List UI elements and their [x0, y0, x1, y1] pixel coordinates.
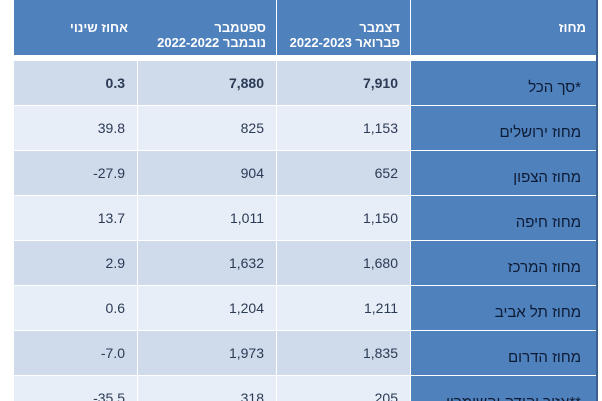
header-district-text: מחוז: [558, 20, 586, 35]
cell-dec-feb: 1,211: [277, 286, 411, 331]
cell-pct: -35.5: [14, 376, 138, 401]
cell-district: אזור יהודה והשומרון**: [411, 376, 597, 401]
header-row: אחוז שינוי ספטמבר 2022-נובמבר 2022 דצמבר…: [14, 0, 597, 55]
cell-sep-nov: 1,011: [138, 196, 277, 241]
cell-pct: -7.0: [14, 331, 138, 376]
table-row: 39.8 825 1,153 מחוז ירושלים: [14, 106, 597, 151]
cell-district: מחוז הדרום: [411, 331, 597, 376]
header-percent-change-text: אחוז שינוי: [69, 20, 128, 35]
header-dec-feb-2023: דצמבר 2022-פברואר 2023: [277, 0, 411, 55]
cell-district: סך הכל*: [411, 61, 597, 106]
cell-dec-feb: 1,835: [277, 331, 411, 376]
cell-pct: 39.8: [14, 106, 138, 151]
cell-district: מחוז ירושלים: [411, 106, 597, 151]
table-row: -27.9 904 652 מחוז הצפון: [14, 151, 597, 196]
cell-pct: 0.6: [14, 286, 138, 331]
cell-pct: 13.7: [14, 196, 138, 241]
cell-sep-nov: 1,973: [138, 331, 277, 376]
cell-dec-feb: 1,680: [277, 241, 411, 286]
cell-pct: 2.9: [14, 241, 138, 286]
header-sep-nov-2022: ספטמבר 2022-נובמבר 2022: [138, 0, 277, 55]
cell-dec-feb: 205: [277, 376, 411, 401]
district-table: אחוז שינוי ספטמבר 2022-נובמבר 2022 דצמבר…: [14, 0, 597, 401]
cell-sep-nov: 1,632: [138, 241, 277, 286]
header-percent-change: אחוז שינוי: [14, 0, 138, 55]
cell-dec-feb: 1,153: [277, 106, 411, 151]
table-row: 13.7 1,011 1,150 מחוז חיפה: [14, 196, 597, 241]
cell-dec-feb: 7,910: [277, 61, 411, 106]
cell-sep-nov: 904: [138, 151, 277, 196]
header-district: מחוז: [411, 0, 597, 55]
cell-sep-nov: 318: [138, 376, 277, 401]
table-row: -7.0 1,973 1,835 מחוז הדרום: [14, 331, 597, 376]
cell-pct: -27.9: [14, 151, 138, 196]
cell-pct: 0.3: [14, 61, 138, 106]
cell-sep-nov: 825: [138, 106, 277, 151]
header-gap: [14, 55, 597, 61]
cell-dec-feb: 1,150: [277, 196, 411, 241]
cell-district: מחוז המרכז: [411, 241, 597, 286]
header-dec-feb-text: דצמבר 2022-פברואר 2023: [289, 20, 400, 50]
cell-district: מחוז הצפון: [411, 151, 597, 196]
cell-dec-feb: 652: [277, 151, 411, 196]
table-row: 2.9 1,632 1,680 מחוז המרכז: [14, 241, 597, 286]
table-row: -35.5 318 205 אזור יהודה והשומרון**: [14, 376, 597, 401]
table-row-total: 0.3 7,880 7,910 סך הכל*: [14, 61, 597, 106]
cell-sep-nov: 1,204: [138, 286, 277, 331]
cell-district: מחוז חיפה: [411, 196, 597, 241]
cell-sep-nov: 7,880: [138, 61, 277, 106]
table-row: 0.6 1,204 1,211 מחוז תל אביב: [14, 286, 597, 331]
right-border-line: [596, 0, 598, 401]
cell-district: מחוז תל אביב: [411, 286, 597, 331]
header-sep-nov-text: ספטמבר 2022-נובמבר 2022: [157, 20, 266, 50]
